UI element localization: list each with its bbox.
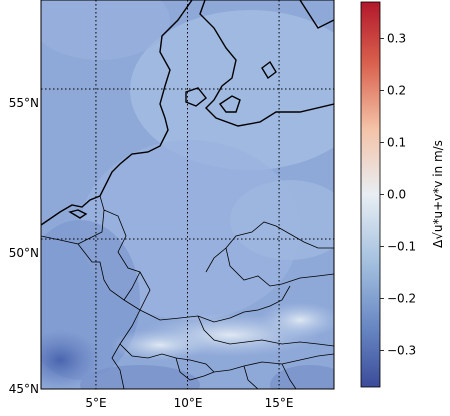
lon-tick-labels: 5°E 10°E 15°E (85, 396, 293, 410)
colorbar-tick-label: 0.3 (387, 31, 406, 45)
colorbar-tick-label: −0.2 (387, 292, 416, 306)
map-frame (40, 0, 335, 390)
colorbar: 0.3 0.2 0.1 0.0 −0.1 −0.2 −0.3 Δ√u*u+v*v in m/… (360, 1, 445, 388)
colorbar-gradient (360, 1, 381, 388)
lon-tick-15: 15°E (265, 396, 294, 410)
colorbar-tick-label: 0.0 (387, 188, 406, 202)
colorbar-tick-label: 0.1 (387, 135, 406, 149)
coastline (41, 0, 334, 226)
colorbar-tick-label: 0.2 (387, 83, 406, 97)
colorbar-label: Δ√u*u+v*v in m/s (431, 140, 445, 248)
lon-tick-5: 5°E (85, 396, 106, 410)
colorbar-ticks: 0.3 0.2 0.1 0.0 −0.1 −0.2 −0.3 (380, 31, 416, 358)
lat-tick-45: 45°N (9, 382, 39, 396)
gridlines (41, 0, 334, 389)
colorbar-tick-label: −0.1 (387, 240, 416, 254)
lat-tick-50: 50°N (9, 246, 39, 260)
country-borders (41, 195, 334, 389)
lat-tick-labels: 55°N 50°N 45°N (9, 96, 39, 396)
lon-tick-10: 10°E (174, 396, 203, 410)
lat-tick-55: 55°N (9, 96, 39, 110)
colorbar-tick-label: −0.3 (387, 344, 416, 358)
